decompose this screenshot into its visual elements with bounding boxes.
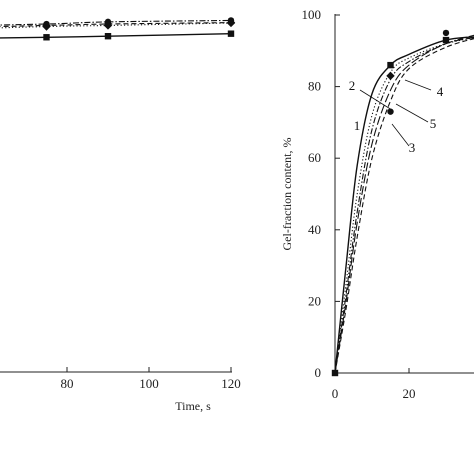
right-x-tick-label: 0 [332, 386, 339, 401]
right-data-point [387, 108, 394, 115]
curve-label-3: 3 [409, 140, 416, 155]
left-panel-chart: 80 100 120 Time, s [0, 17, 241, 413]
left-series-line [0, 22, 232, 28]
right-series-line-3 [334, 38, 474, 374]
right-y-tick-label: 60 [308, 150, 321, 165]
left-x-tick-label: 120 [221, 376, 241, 391]
right-data-point [331, 369, 339, 377]
right-data-point [442, 29, 450, 37]
left-x-tick-label: 80 [61, 376, 74, 391]
right-y-tick-label: 100 [302, 7, 322, 22]
right-y-tick-label: 80 [308, 79, 321, 94]
curve-label-2: 2 [349, 78, 356, 93]
curve-label-leader [395, 103, 429, 123]
left-series-line [0, 22, 232, 29]
left-data-point [104, 32, 112, 40]
left-data-point [227, 30, 235, 37]
right-y-axis-label: Gel-fraction content, % [280, 138, 294, 251]
curve-label-leader [391, 123, 410, 147]
right-series-line-5 [334, 37, 474, 374]
right-data-point [442, 36, 450, 44]
right-series-line-2 [334, 37, 474, 374]
right-y-tick-label: 0 [315, 365, 322, 380]
left-data-point [226, 18, 236, 27]
left-data-point [42, 21, 51, 30]
right-y-tick-label: 40 [308, 222, 321, 237]
right-data-point [386, 71, 395, 81]
left-x-tick-label: 100 [139, 376, 159, 391]
left-series-line [0, 19, 232, 26]
right-panel-chart: 0 20 40 60 80 100 0 20 Gel-fraction content, % 1 2… [280, 7, 474, 401]
left-data-point [103, 19, 113, 29]
left-data-point [43, 34, 50, 41]
right-data-point [387, 61, 394, 69]
curve-label-4: 4 [437, 84, 444, 99]
curve-label-leader [404, 79, 432, 91]
left-x-axis-label: Time, s [175, 399, 211, 413]
curve-label-5: 5 [430, 116, 437, 131]
right-series-line-1 [334, 36, 474, 374]
right-y-tick-label: 20 [308, 293, 321, 308]
left-series-line [0, 32, 232, 39]
curve-label-1: 1 [354, 118, 361, 133]
curve-label-leader [359, 89, 393, 111]
right-x-tick-label: 20 [403, 386, 416, 401]
